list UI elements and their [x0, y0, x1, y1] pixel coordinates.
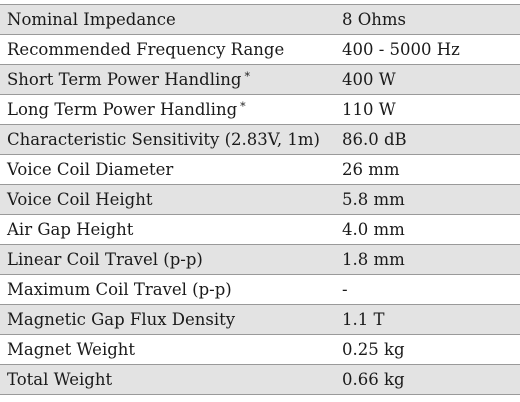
- spec-parameter-label: Characteristic Sensitivity (2.83V, 1m): [7, 130, 320, 149]
- spec-row-voice-coil-diameter: Voice Coil Diameter 26 mm: [0, 154, 520, 185]
- footnote-mark: *: [240, 100, 246, 113]
- spec-row-nominal-impedance: Nominal Impedance 8 Ohms: [0, 4, 520, 35]
- spec-row-air-gap-height: Air Gap Height 4.0 mm: [0, 214, 520, 245]
- spec-parameter: Voice Coil Diameter: [0, 154, 334, 185]
- spec-value: 1.1 T: [334, 304, 520, 335]
- spec-parameter: Maximum Coil Travel (p-p): [0, 274, 334, 305]
- spec-value: 4.0 mm: [334, 214, 520, 245]
- spec-value: 110 W: [334, 94, 520, 125]
- spec-row-voice-coil-height: Voice Coil Height 5.8 mm: [0, 184, 520, 215]
- spec-parameter-label: Recommended Frequency Range: [7, 40, 285, 59]
- spec-value: 400 W: [334, 64, 520, 95]
- spec-parameter-label: Nominal Impedance: [7, 10, 176, 29]
- spec-parameter-label: Long Term Power Handling: [7, 100, 238, 119]
- spec-value: 86.0 dB: [334, 124, 520, 155]
- spec-value: 0.66 kg: [334, 364, 520, 395]
- spec-parameter-label: Short Term Power Handling: [7, 70, 242, 89]
- spec-value: 1.8 mm: [334, 244, 520, 275]
- spec-value: 8 Ohms: [334, 4, 520, 35]
- spec-parameter-label: Linear Coil Travel (p-p): [7, 250, 203, 269]
- spec-parameter-label: Voice Coil Height: [7, 190, 153, 209]
- spec-value: 5.8 mm: [334, 184, 520, 215]
- spec-row-recommended-frequency-range: Recommended Frequency Range 400 - 5000 H…: [0, 34, 520, 65]
- spec-parameter-label: Total Weight: [7, 370, 113, 389]
- spec-parameter: Magnetic Gap Flux Density: [0, 304, 334, 335]
- spec-row-characteristic-sensitivity: Characteristic Sensitivity (2.83V, 1m) 8…: [0, 124, 520, 155]
- spec-parameter-label: Air Gap Height: [7, 220, 134, 239]
- spec-parameter: Long Term Power Handling *: [0, 94, 334, 125]
- spec-parameter: Magnet Weight: [0, 334, 334, 365]
- spec-parameter: Total Weight: [0, 364, 334, 395]
- spec-row-maximum-coil-travel: Maximum Coil Travel (p-p) -: [0, 274, 520, 305]
- spec-value: 0.25 kg: [334, 334, 520, 365]
- spec-value: -: [334, 274, 520, 305]
- specifications-table: Nominal Impedance 8 Ohms Recommended Fre…: [0, 4, 520, 395]
- spec-row-long-term-power-handling: Long Term Power Handling * 110 W: [0, 94, 520, 125]
- spec-parameter: Recommended Frequency Range: [0, 34, 334, 65]
- spec-parameter-label: Voice Coil Diameter: [7, 160, 174, 179]
- spec-parameter: Short Term Power Handling *: [0, 64, 334, 95]
- footnote-mark: *: [244, 70, 250, 83]
- spec-row-magnetic-gap-flux-density: Magnetic Gap Flux Density 1.1 T: [0, 304, 520, 335]
- spec-row-linear-coil-travel: Linear Coil Travel (p-p) 1.8 mm: [0, 244, 520, 275]
- spec-parameter: Nominal Impedance: [0, 4, 334, 35]
- spec-row-total-weight: Total Weight 0.66 kg: [0, 364, 520, 395]
- spec-row-magnet-weight: Magnet Weight 0.25 kg: [0, 334, 520, 365]
- spec-value: 26 mm: [334, 154, 520, 185]
- spec-parameter-label: Magnet Weight: [7, 340, 136, 359]
- spec-row-short-term-power-handling: Short Term Power Handling * 400 W: [0, 64, 520, 95]
- spec-parameter: Air Gap Height: [0, 214, 334, 245]
- spec-value: 400 - 5000 Hz: [334, 34, 520, 65]
- spec-parameter: Voice Coil Height: [0, 184, 334, 215]
- spec-parameter: Characteristic Sensitivity (2.83V, 1m): [0, 124, 334, 155]
- spec-parameter: Linear Coil Travel (p-p): [0, 244, 334, 275]
- spec-parameter-label: Magnetic Gap Flux Density: [7, 310, 236, 329]
- spec-parameter-label: Maximum Coil Travel (p-p): [7, 280, 232, 299]
